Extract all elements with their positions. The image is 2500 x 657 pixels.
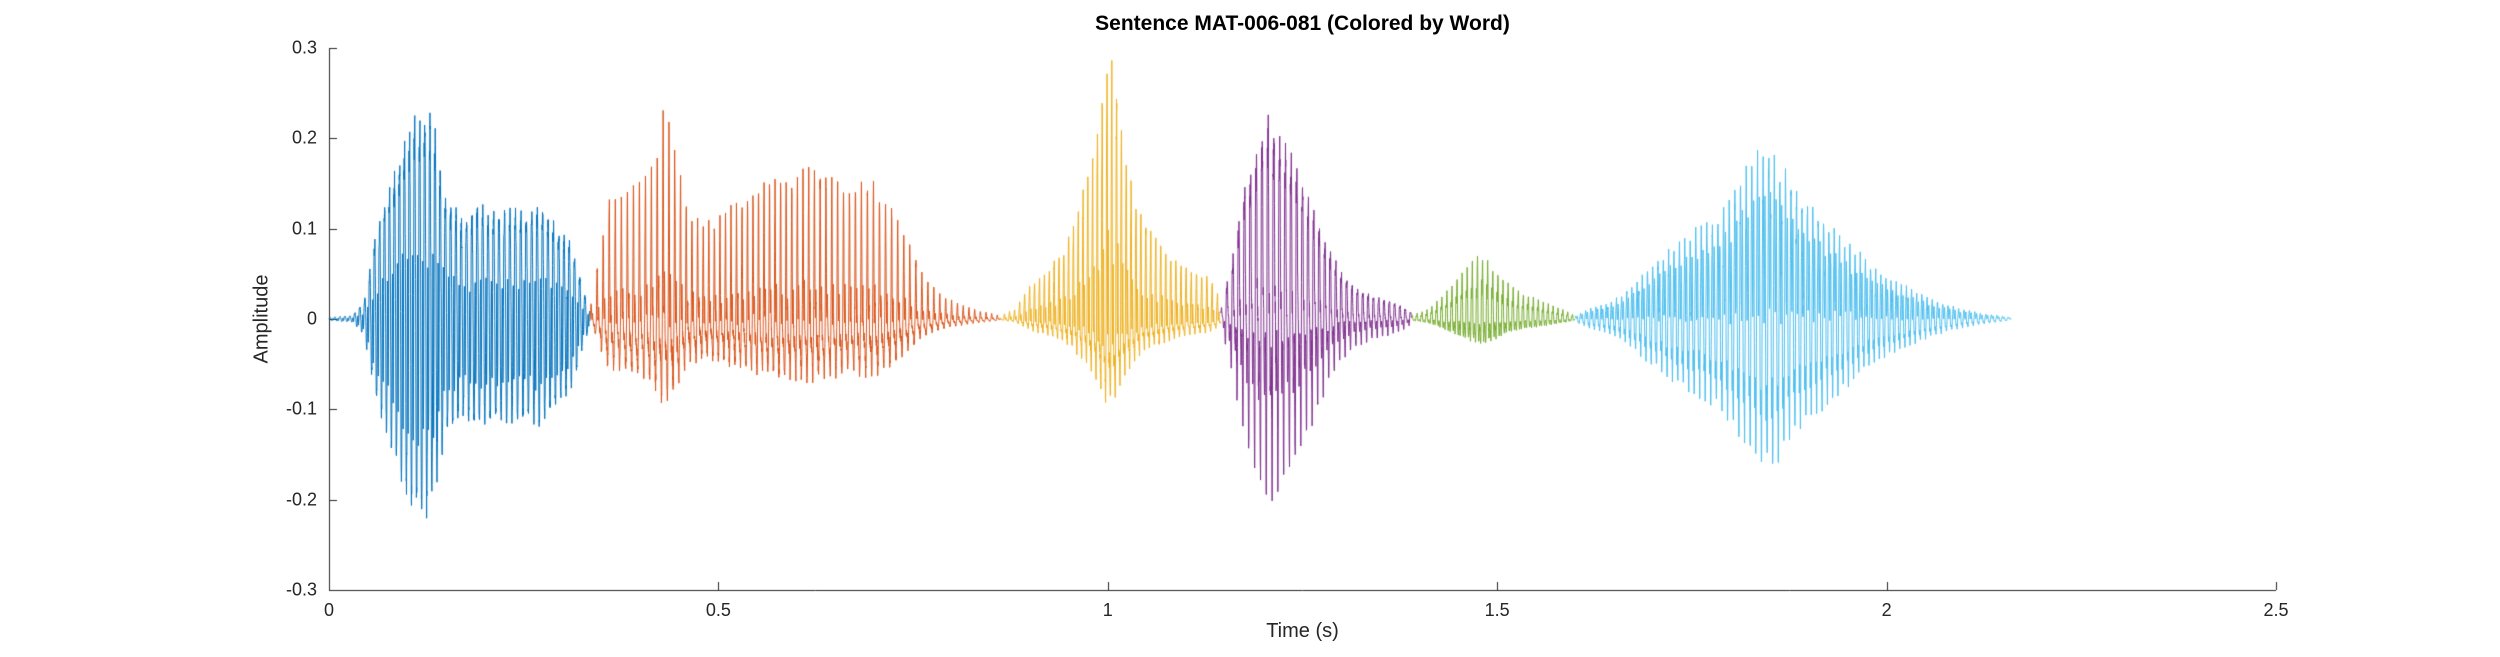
y-tick-label: 0.2 — [291, 127, 317, 148]
x-tick-label: 2 — [1881, 600, 1892, 620]
chart-title: Sentence MAT-006-081 (Colored by Word) — [1095, 12, 1510, 35]
x-tick-label: 1 — [1102, 600, 1113, 620]
y-tick-label: -0.2 — [285, 489, 317, 510]
y-axis-label: Amplitude — [250, 274, 273, 364]
x-tick-label: 0 — [323, 600, 335, 620]
y-tick-label: 0.3 — [291, 37, 317, 58]
x-tick-label: 0.5 — [705, 600, 731, 620]
x-tick-label: 1.5 — [1484, 600, 1510, 620]
x-tick-label: 2.5 — [2263, 600, 2289, 620]
y-tick-label: 0.1 — [291, 218, 317, 239]
x-axis-label: Time (s) — [1266, 620, 1339, 642]
y-tick-label: 0 — [306, 308, 317, 329]
y-tick-label: -0.1 — [285, 398, 317, 419]
y-tick-label: -0.3 — [285, 579, 317, 600]
